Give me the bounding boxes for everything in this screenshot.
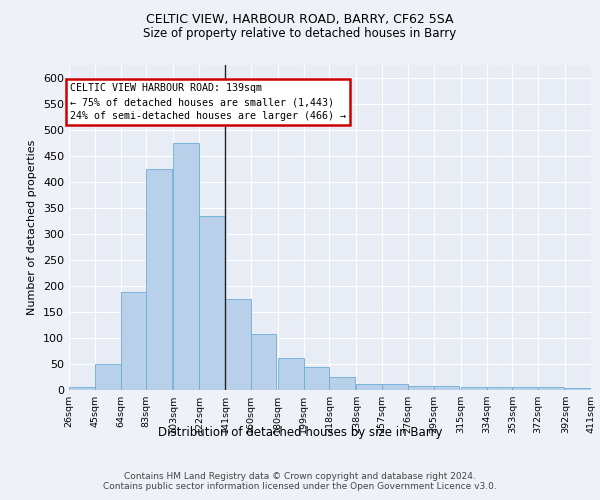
Bar — [408, 386, 434, 390]
Bar — [382, 384, 408, 390]
Bar — [69, 388, 95, 390]
Bar — [95, 364, 121, 390]
Bar — [512, 388, 538, 390]
Bar — [304, 367, 329, 390]
Text: Distribution of detached houses by size in Barry: Distribution of detached houses by size … — [158, 426, 442, 439]
Bar — [434, 386, 460, 390]
Bar — [173, 143, 199, 390]
Bar — [538, 388, 564, 390]
Text: Contains HM Land Registry data © Crown copyright and database right 2024.: Contains HM Land Registry data © Crown c… — [124, 472, 476, 481]
Bar — [251, 334, 277, 390]
Bar — [487, 388, 512, 390]
Bar — [199, 216, 225, 390]
Bar — [121, 292, 146, 390]
Bar — [565, 388, 591, 390]
Bar — [329, 377, 355, 390]
Bar — [225, 299, 251, 390]
Bar — [356, 384, 382, 390]
Bar — [278, 358, 304, 390]
Text: CELTIC VIEW, HARBOUR ROAD, BARRY, CF62 5SA: CELTIC VIEW, HARBOUR ROAD, BARRY, CF62 5… — [146, 12, 454, 26]
Text: Contains public sector information licensed under the Open Government Licence v3: Contains public sector information licen… — [103, 482, 497, 491]
Text: Size of property relative to detached houses in Barry: Size of property relative to detached ho… — [143, 28, 457, 40]
Bar — [146, 169, 172, 390]
Text: CELTIC VIEW HARBOUR ROAD: 139sqm
← 75% of detached houses are smaller (1,443)
24: CELTIC VIEW HARBOUR ROAD: 139sqm ← 75% o… — [70, 83, 346, 121]
Bar — [461, 388, 487, 390]
Y-axis label: Number of detached properties: Number of detached properties — [28, 140, 37, 315]
